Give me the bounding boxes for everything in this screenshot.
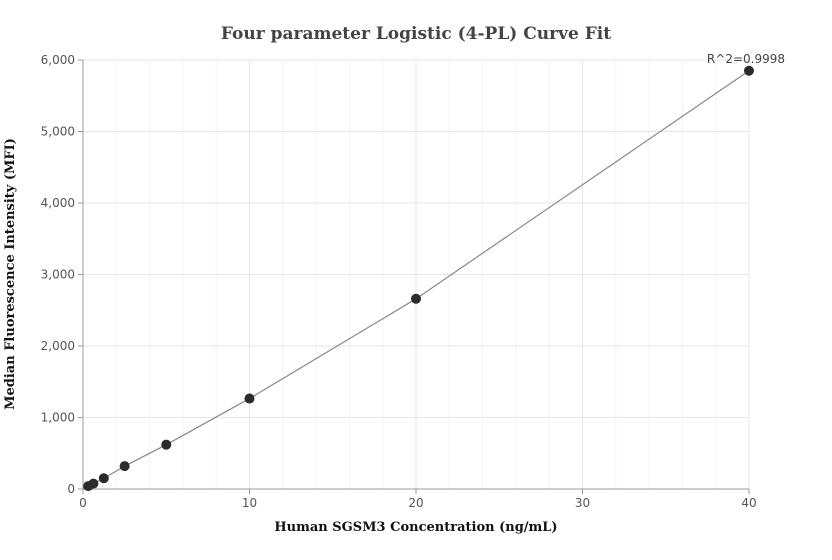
data-point: [161, 439, 172, 450]
data-point: [98, 473, 109, 484]
y-tick-label: 2,000: [41, 339, 75, 353]
x-tick-label: 40: [741, 496, 756, 510]
x-axis-label: Human SGSM3 Concentration (ng/mL): [274, 520, 557, 535]
data-point: [119, 461, 130, 472]
y-tick-label: 5,000: [41, 125, 75, 139]
chart-title: Four parameter Logistic (4-PL) Curve Fit: [221, 24, 611, 44]
x-tick-label: 20: [408, 496, 423, 510]
data-point: [744, 65, 754, 76]
axes: 0 10 20 30 40 0 1,000 2,000 3,000 4,000 5,000 6,000: [41, 53, 757, 510]
x-tick-label: 30: [575, 496, 590, 510]
r-squared-annotation: R^2=0.9998: [707, 52, 785, 66]
x-tick-label: 10: [242, 496, 257, 510]
y-tick-label: 4,000: [41, 196, 75, 210]
y-axis-label: Median Fluorescence Intensity (MFI): [3, 138, 18, 410]
x-tick-label: 0: [79, 496, 87, 510]
data-point: [411, 293, 421, 304]
data-point: [88, 478, 99, 489]
data-point: [244, 393, 255, 404]
grid: [82, 59, 750, 490]
y-tick-label: 6,000: [41, 53, 75, 67]
y-tick-label: 0: [67, 482, 75, 496]
y-tick-label: 3,000: [41, 268, 75, 282]
y-tick-label: 1,000: [41, 411, 75, 425]
data-points: [83, 65, 754, 492]
